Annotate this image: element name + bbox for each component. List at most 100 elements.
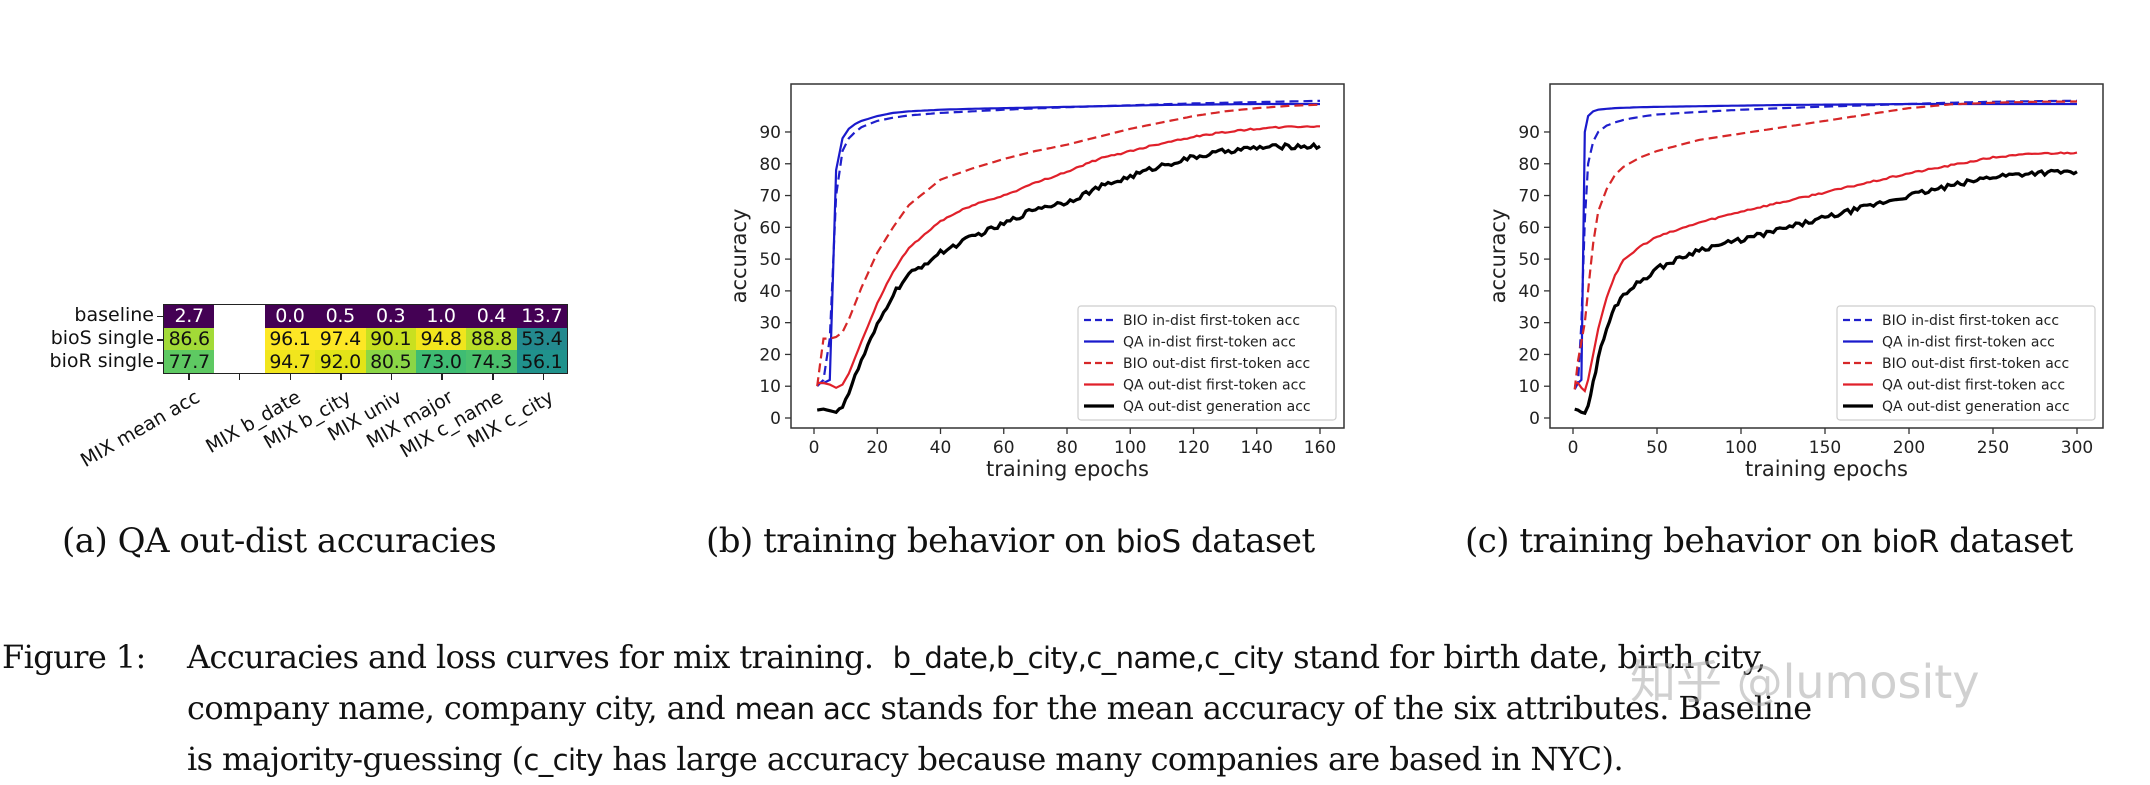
heatmap-cell: 0.0: [264, 305, 316, 328]
subcaption-c-suffix: dataset: [1938, 521, 2073, 561]
x-tick-label: 200: [1893, 438, 1925, 458]
x-tick-label: 300: [2061, 438, 2093, 458]
heatmap-cell: 97.4: [315, 327, 366, 351]
y-tick-label: 50: [759, 250, 781, 270]
y-tick-label: 10: [1518, 377, 1540, 397]
heatmap-cell: 0.3: [365, 305, 416, 328]
subcaption-b-suffix: dataset: [1180, 521, 1315, 561]
x-tick-label: 20: [866, 438, 888, 458]
x-tick-label: 160: [1304, 438, 1336, 458]
subcaption-a: (a) QA out-dist accuracies: [62, 521, 497, 561]
heatmap-cell: [214, 350, 265, 373]
legend-entry: QA out-dist generation acc: [1882, 399, 2070, 415]
heatmap-row-tick: [157, 315, 163, 318]
heatmap-cell: 56.1: [516, 350, 567, 373]
series-line: [1573, 102, 2077, 387]
heatmap-column-tick: [390, 374, 393, 380]
caption-line2-text: company name, company city, and: [187, 689, 726, 727]
heatmap-cell: 77.7: [164, 350, 215, 373]
legend-entry: QA in-dist first-token acc: [1882, 335, 2055, 351]
y-tick-label: 80: [1518, 155, 1540, 175]
caption-line1-attrs: b_date,b_city,c_name,c_city: [892, 641, 1284, 675]
x-tick-label: 120: [1177, 438, 1209, 458]
y-tick-label: 40: [759, 282, 781, 302]
heatmap-row-label: baseline: [74, 303, 154, 326]
heatmap-row-label: bioS single: [50, 327, 154, 349]
legend-entry: QA out-dist first-token acc: [1123, 378, 1306, 394]
y-tick-label: 20: [759, 345, 781, 365]
x-tick-label: 0: [1568, 438, 1579, 458]
plot-frame: [1549, 83, 2104, 429]
heatmap-grid: 2.7 0.0 0.5 0.3 1.0 0.4 13.7 86.6 96.1 97.4 90.1 94…: [163, 304, 568, 374]
heatmap-column-tick: [238, 374, 241, 380]
caption-line-3: is majority-guessing (c_city has large a…: [187, 734, 1624, 785]
legend-entry: BIO out-dist first-token acc: [1123, 356, 1310, 372]
x-tick-label: 80: [1056, 438, 1078, 458]
y-tick-label: 0: [1529, 409, 1540, 429]
subcaption-c: (c) training behavior on bioR dataset: [1465, 521, 2073, 561]
x-axis-label: training epochs: [1745, 457, 1908, 481]
legend-entry: QA out-dist first-token acc: [1882, 378, 2065, 394]
y-tick-label: 0: [770, 409, 781, 429]
y-tick-label: 70: [1518, 187, 1540, 207]
heatmap-cell: 2.7: [164, 305, 215, 328]
caption-line-1: Accuracies and loss curves for mix train…: [187, 632, 1766, 683]
heatmap-column-tick: [340, 374, 342, 380]
caption-label: Figure 1:: [2, 638, 146, 676]
y-tick-label: 40: [1518, 282, 1540, 302]
y-tick-label: 50: [1518, 250, 1540, 270]
heatmap-cell: [214, 327, 265, 351]
legend: BIO in-dist first-token acc QA in-dist fi…: [1077, 305, 1337, 421]
heatmap-cell: 0.4: [466, 305, 517, 328]
heatmap-row-tick: [157, 339, 163, 341]
chart-c-group: 0 10 20 30 40 50 60 70 80 90 0 50 100 150 200 250 300 tra…: [1486, 83, 2104, 481]
heatmap-cell: 94.7: [264, 350, 316, 373]
series-line: [817, 102, 1320, 385]
heatmap-cell: 86.6: [164, 327, 215, 351]
legend-entry: QA out-dist generation acc: [1123, 399, 1311, 415]
y-tick-label: 60: [1518, 218, 1540, 238]
y-tick-label: 30: [759, 314, 781, 334]
y-tick-label: 60: [759, 218, 781, 238]
heatmap-cell: 80.5: [365, 350, 416, 373]
chart-b-group: 0 10 20 30 40 50 60 70 80 90 0 20 40 60 80 100 120 140 160…: [727, 83, 1345, 481]
y-tick-label: 20: [1518, 345, 1540, 365]
x-axis-label: training epochs: [986, 457, 1149, 481]
caption-line2-text-end: stands for the mean accuracy of the six …: [880, 689, 1812, 727]
y-tick-label: 90: [759, 123, 781, 143]
heatmap-row-tick: [157, 362, 163, 364]
series-line: [816, 103, 1321, 387]
heatmap-column-tick: [492, 374, 494, 380]
legend-entry: QA in-dist first-token acc: [1123, 335, 1296, 351]
heatmap-column-tick: [289, 374, 292, 380]
caption-line1-text-end: stand for birth date, birth city,: [1293, 638, 1766, 676]
heatmap-cell: 74.3: [466, 350, 517, 373]
y-tick-label: 10: [759, 377, 781, 397]
heatmap-cell: 96.1: [264, 327, 316, 351]
y-axis-label: accuracy: [727, 209, 751, 304]
subcaption-b-prefix: (b) training behavior on: [706, 521, 1116, 561]
x-tick-label: 140: [1241, 438, 1273, 458]
heatmap-column-tick: [188, 374, 190, 380]
series-line: [816, 141, 1321, 415]
x-tick-label: 150: [1809, 438, 1841, 458]
y-tick-label: 80: [759, 155, 781, 175]
subcaption-c-prefix: (c) training behavior on: [1465, 521, 1873, 561]
x-tick-label: 0: [809, 438, 820, 458]
heatmap-cell: 13.7: [516, 305, 567, 328]
caption-line3-ccity: c_city: [523, 743, 603, 777]
caption-line3-text-end: has large accuracy because many companie…: [612, 740, 1624, 778]
legend-entry: BIO in-dist first-token acc: [1123, 313, 1300, 329]
heatmap-cell: [214, 305, 265, 328]
series-line: [1574, 151, 2078, 394]
subcaption-b-dataset: bioS: [1115, 524, 1181, 560]
y-tick-label: 90: [1518, 123, 1540, 143]
series-line: [1574, 168, 2078, 416]
subcaption-b: (b) training behavior on bioS dataset: [706, 521, 1315, 561]
heatmap-cell: 73.0: [415, 350, 467, 373]
x-tick-label: 250: [1977, 438, 2009, 458]
watermark: 知乎 @lumosity: [1630, 655, 1980, 709]
heatmap-cell: 94.8: [415, 327, 467, 351]
y-tick-label: 30: [1518, 314, 1540, 334]
